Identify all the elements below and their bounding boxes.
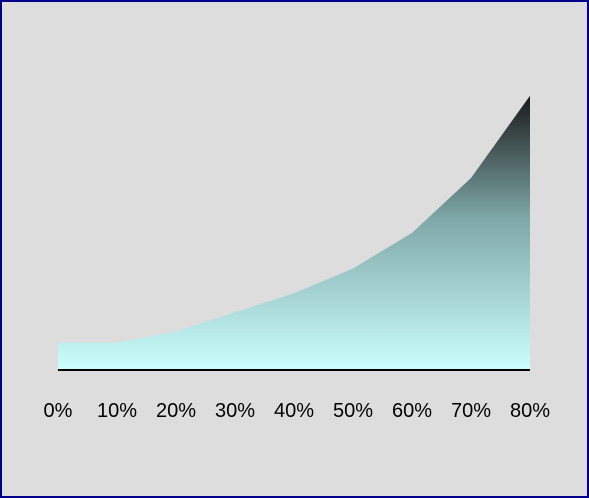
x-tick-label: 80% (510, 400, 550, 422)
x-tick-label: 50% (333, 400, 373, 422)
x-tick-label: 70% (451, 400, 491, 422)
x-tick-label: 20% (156, 400, 196, 422)
area-series (58, 95, 530, 370)
x-tick-label: 60% (392, 400, 432, 422)
x-tick-label: 40% (274, 400, 314, 422)
x-tick-label: 30% (215, 400, 255, 422)
x-tick-label: 10% (97, 400, 137, 422)
x-tick-label: 0% (44, 400, 73, 422)
